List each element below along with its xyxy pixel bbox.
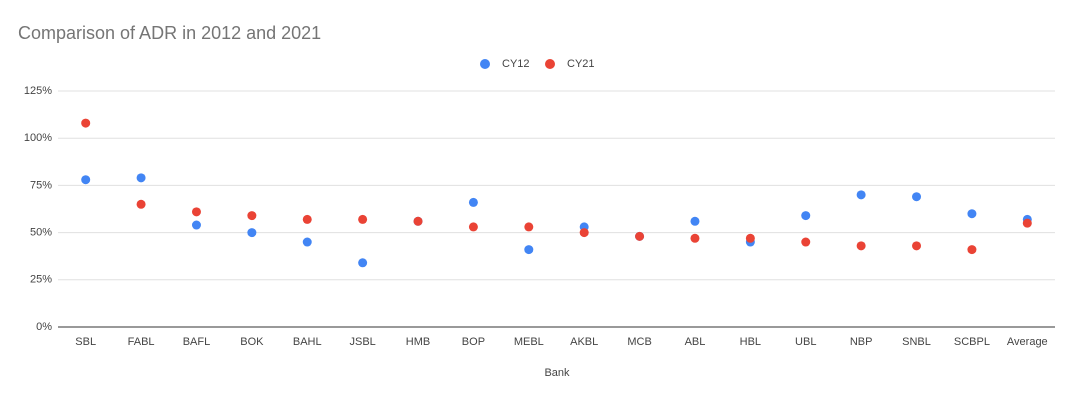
x-tick-label: JSBL bbox=[349, 336, 375, 348]
point bbox=[247, 211, 257, 221]
x-tick-label: SBL bbox=[75, 336, 96, 348]
x-tick-label: Average bbox=[1007, 336, 1048, 348]
y-tick-label: 100% bbox=[24, 132, 52, 144]
point bbox=[358, 214, 368, 224]
x-tick-label: BOK bbox=[240, 336, 264, 348]
point bbox=[413, 216, 423, 226]
x-tick-label: NBP bbox=[850, 336, 873, 348]
legend-label: CY21 bbox=[567, 58, 595, 70]
point bbox=[801, 237, 811, 247]
point bbox=[247, 228, 257, 238]
chart-title: Comparison of ADR in 2012 and 2021 bbox=[18, 23, 321, 43]
x-tick-label: HMB bbox=[406, 336, 430, 348]
x-tick-label: UBL bbox=[795, 336, 816, 348]
point bbox=[912, 241, 922, 251]
point bbox=[468, 197, 478, 207]
point bbox=[690, 216, 700, 226]
y-tick-label: 0% bbox=[36, 321, 52, 333]
x-tick-label: BAFL bbox=[183, 336, 211, 348]
x-tick-label: AKBL bbox=[570, 336, 598, 348]
point bbox=[302, 237, 312, 247]
legend-marker bbox=[480, 59, 490, 69]
point bbox=[524, 222, 534, 232]
point bbox=[967, 245, 977, 255]
x-axis-label: Bank bbox=[544, 367, 570, 379]
point bbox=[1022, 218, 1032, 228]
x-tick-label: SNBL bbox=[902, 336, 931, 348]
point bbox=[524, 245, 534, 255]
y-tick-label: 75% bbox=[30, 179, 52, 191]
point bbox=[358, 258, 368, 268]
point bbox=[579, 228, 589, 238]
point bbox=[967, 209, 977, 219]
point bbox=[912, 192, 922, 202]
point bbox=[690, 233, 700, 243]
point bbox=[745, 233, 755, 243]
x-tick-label: ABL bbox=[685, 336, 706, 348]
x-tick-label: MEBL bbox=[514, 336, 544, 348]
x-tick-label: SCBPL bbox=[954, 336, 990, 348]
point bbox=[856, 190, 866, 200]
y-tick-label: 125% bbox=[24, 85, 52, 97]
point bbox=[302, 214, 312, 224]
y-tick-label: 25% bbox=[30, 274, 52, 286]
y-tick-label: 50% bbox=[30, 227, 52, 239]
x-tick-label: FABL bbox=[128, 336, 155, 348]
point bbox=[468, 222, 478, 232]
point bbox=[191, 220, 201, 230]
point bbox=[801, 211, 811, 221]
x-tick-label: MCB bbox=[627, 336, 651, 348]
point bbox=[191, 207, 201, 217]
legend-label: CY12 bbox=[502, 58, 530, 70]
point bbox=[81, 118, 91, 128]
point bbox=[635, 231, 645, 241]
x-tick-label: BAHL bbox=[293, 336, 322, 348]
point bbox=[856, 241, 866, 251]
point bbox=[81, 175, 91, 185]
legend-marker bbox=[545, 59, 555, 69]
x-tick-label: HBL bbox=[740, 336, 761, 348]
x-tick-label: BOP bbox=[462, 336, 485, 348]
point bbox=[136, 199, 146, 209]
point bbox=[136, 173, 146, 183]
